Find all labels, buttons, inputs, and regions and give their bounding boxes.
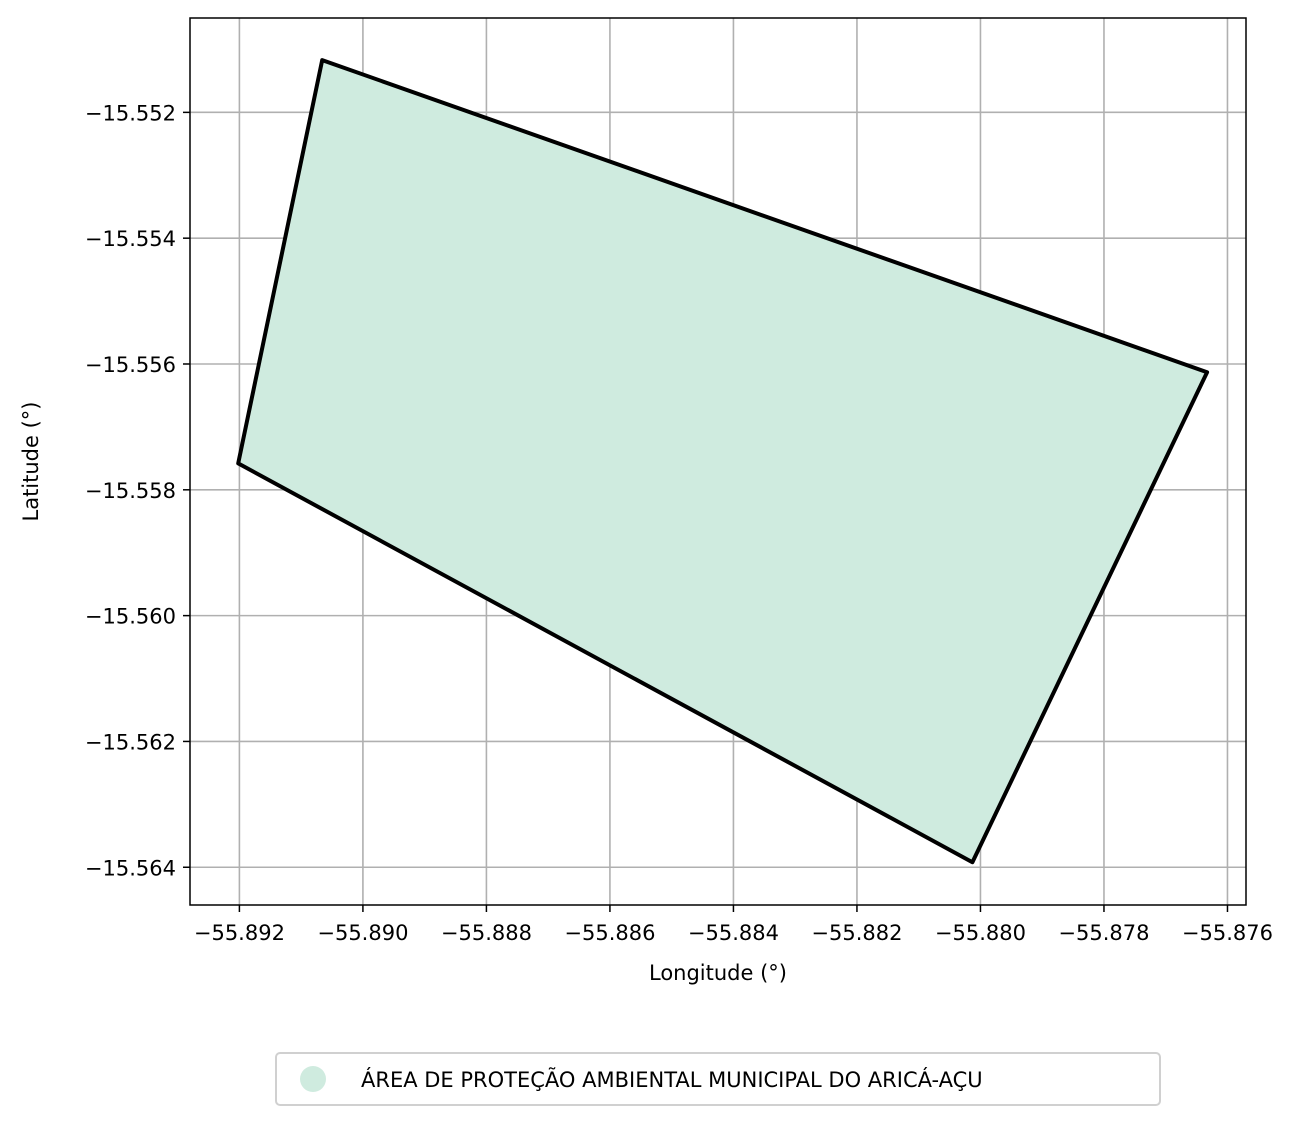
ticks: −55.892 −55.890 −55.888 −55.886 −55.884 −55.8… [85, 101, 1273, 945]
x-tick-label: −55.880 [935, 921, 1026, 945]
legend-label: ÁREA DE PROTEÇÃO AMBIENTAL MUNICIPAL DO … [361, 1066, 983, 1092]
y-tick-label: −15.558 [85, 479, 176, 503]
axes-frame [189, 17, 1247, 906]
y-tick-label: −15.564 [85, 856, 176, 880]
polygon-layer [236, 58, 1210, 865]
x-tick-label: −55.876 [1182, 921, 1273, 945]
protected-area-polygon [236, 58, 1210, 865]
x-tick-label: −55.892 [194, 921, 285, 945]
x-tick-label: −55.886 [564, 921, 655, 945]
y-tick-label: −15.562 [85, 730, 176, 754]
legend-box [275, 1052, 1161, 1106]
y-tick-label: −15.552 [85, 101, 176, 125]
y-tick-label: −15.560 [85, 605, 176, 629]
y-tick-label: −15.554 [85, 227, 176, 251]
y-axis-label: Latitude (°) [19, 402, 43, 522]
legend-marker [300, 1066, 326, 1092]
x-tick-label: −55.878 [1058, 921, 1149, 945]
y-tick-label: −15.556 [85, 353, 176, 377]
legend: ÁREA DE PROTEÇÃO AMBIENTAL MUNICIPAL DO … [275, 1052, 1161, 1106]
x-tick-label: −55.888 [441, 921, 532, 945]
x-tick-label: −55.882 [811, 921, 902, 945]
x-tick-label: −55.890 [317, 921, 408, 945]
x-axis-label: Longitude (°) [649, 961, 787, 985]
x-tick-label: −55.884 [688, 921, 779, 945]
